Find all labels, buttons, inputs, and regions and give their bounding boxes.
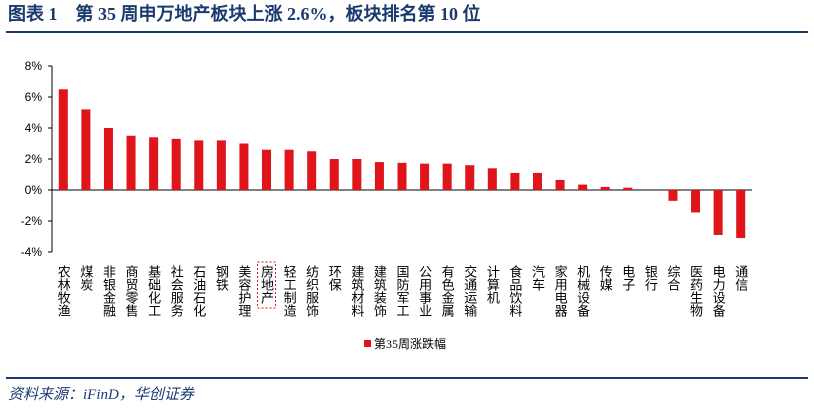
x-tick-label: 家用电器 — [553, 264, 568, 318]
x-tick-label: 环保 — [327, 265, 342, 291]
bar — [442, 163, 452, 190]
bar — [623, 187, 633, 190]
y-tick-label: -4% — [21, 245, 43, 259]
x-tick-label: 食品饮料 — [507, 264, 522, 317]
x-tick-label: 轻工制造 — [282, 265, 297, 318]
bar — [239, 143, 249, 190]
x-tick-label: 有色金属 — [440, 265, 455, 318]
bar — [126, 135, 136, 190]
x-tick-label: 医药生物 — [688, 265, 703, 318]
x-tick-label: 纺织服饰 — [304, 265, 319, 317]
x-tick-label: 煤炭 — [78, 265, 93, 292]
bar — [194, 140, 204, 190]
bar — [668, 190, 678, 201]
bar — [374, 162, 384, 190]
bar — [352, 159, 362, 190]
bar — [420, 163, 430, 190]
x-tick-label: 美容护理 — [236, 265, 251, 317]
x-tick-label: 电力设备 — [711, 265, 726, 318]
x-tick-label: 机械设备 — [575, 265, 590, 318]
bar — [307, 151, 317, 190]
x-tick-label: 电子 — [620, 265, 635, 291]
highlight-box — [257, 261, 277, 309]
bar — [532, 172, 542, 190]
bar — [58, 89, 68, 190]
y-tick-label: 0% — [25, 183, 43, 197]
x-tick-label: 非银金融 — [101, 265, 116, 317]
source: 资料来源：iFinD，华创证券 — [8, 386, 195, 403]
x-tick-label: 汽车 — [530, 265, 545, 291]
bar — [487, 168, 497, 190]
x-tick-label: 石油石化 — [191, 265, 206, 318]
bar — [171, 138, 181, 190]
x-tick-label: 房地产 — [259, 264, 274, 305]
bar — [600, 186, 610, 190]
chart-title: 图表 1 第 35 周申万地产板块上涨 2.6%，板块排名第 10 位 — [8, 3, 481, 24]
x-tick-label: 农林牧渔 — [56, 265, 71, 317]
bar — [555, 179, 565, 190]
bar — [103, 128, 113, 190]
bar — [284, 149, 294, 190]
x-tick-label: 公用事业 — [417, 265, 432, 317]
bar — [262, 149, 272, 190]
x-tick-label: 国防军工 — [395, 265, 410, 317]
bar — [329, 159, 339, 190]
x-tick-label: 计算机 — [485, 265, 500, 305]
bar — [465, 165, 475, 190]
x-tick-label: 建筑材料 — [349, 265, 364, 317]
x-tick-label: 钢铁 — [214, 265, 229, 291]
bar — [149, 137, 159, 190]
x-tick-label: 综合 — [665, 265, 680, 291]
x-tick-label: 基础化工 — [146, 265, 161, 317]
x-tick-label: 商贸零售 — [124, 265, 139, 317]
bar — [397, 162, 407, 190]
x-tick-label: 社会服务 — [169, 264, 184, 317]
bar — [81, 109, 91, 190]
y-tick-label: 6% — [25, 90, 43, 104]
y-tick-label: 2% — [25, 152, 43, 166]
x-tick-label: 银行 — [643, 265, 658, 292]
x-tick-label: 通信 — [733, 265, 748, 291]
bar — [578, 184, 588, 190]
legend-swatch — [364, 340, 371, 347]
bar — [216, 140, 226, 190]
legend-label: 第35周涨跌幅 — [374, 336, 446, 351]
x-tick-label: 建筑装饰 — [372, 265, 387, 317]
bar — [736, 190, 746, 239]
y-tick-label: 4% — [25, 121, 43, 135]
bar — [691, 190, 701, 213]
bar — [510, 172, 520, 190]
x-tick-label: 传媒 — [598, 265, 613, 291]
x-tick-label: 交通运输 — [462, 264, 477, 317]
bar — [713, 190, 723, 235]
y-tick-label: 8% — [25, 59, 43, 73]
y-tick-label: -2% — [21, 214, 43, 228]
